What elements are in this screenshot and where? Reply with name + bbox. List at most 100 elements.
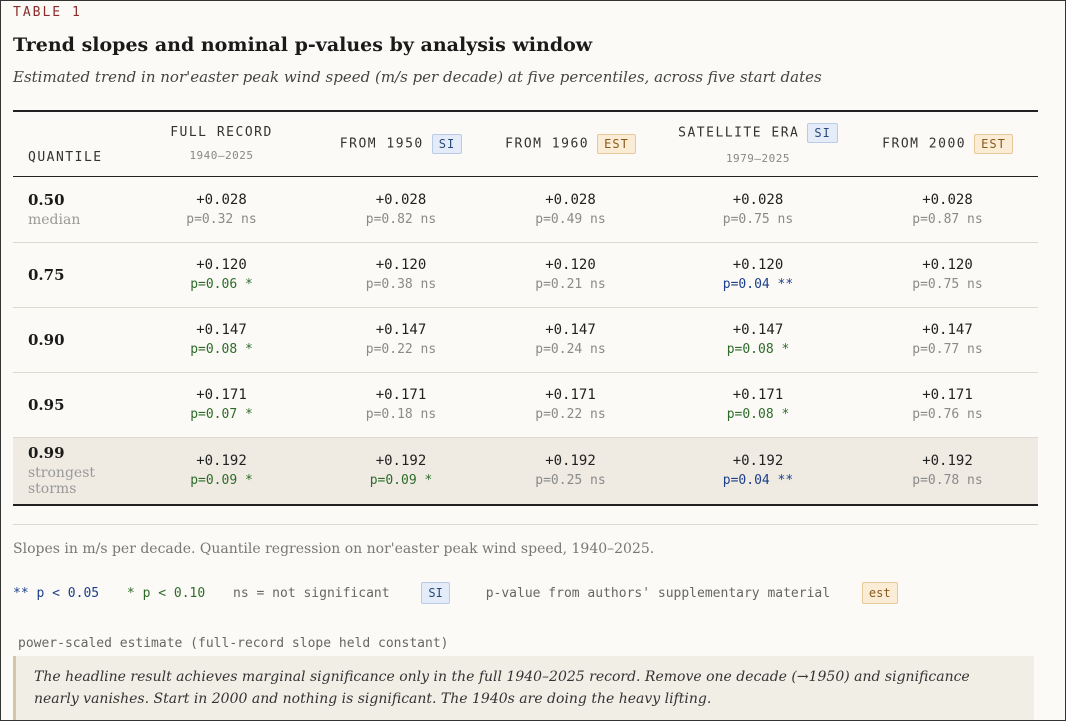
- estimate-cell: +0.192 p=0.25 ns: [482, 437, 659, 505]
- slope-value: +0.192: [196, 453, 247, 470]
- p-value: p=0.76 ns: [912, 407, 983, 422]
- estimate-cell: +0.120 p=0.06 *: [123, 242, 320, 307]
- p-value: p=0.78 ns: [912, 473, 983, 489]
- p-value: p=0.08 *: [726, 342, 790, 357]
- quantile-value: 0.75: [28, 265, 65, 284]
- legend-si-tag: SI: [421, 582, 450, 604]
- quantile-value: 0.50: [28, 190, 65, 209]
- quantile-cell: 0.50 median: [13, 176, 123, 242]
- legend-sig-strong: ** p < 0.05: [13, 586, 100, 601]
- column-label: FULL RECORD: [170, 125, 273, 141]
- column-header: FROM 1950 SI: [320, 110, 482, 177]
- p-value: p=0.06 *: [190, 277, 253, 292]
- est-tag: EST: [597, 133, 636, 154]
- estimate-cell: +0.028 p=0.87 ns: [857, 176, 1038, 242]
- legend-est-tag: est: [861, 582, 898, 604]
- quantile-note: median: [28, 211, 81, 228]
- slope-value: +0.028: [922, 191, 973, 208]
- p-value: p=0.87 ns: [912, 211, 983, 227]
- slope-value: +0.147: [375, 322, 427, 338]
- estimate-cell: +0.028 p=0.49 ns: [482, 176, 659, 242]
- est-tag: EST: [974, 133, 1013, 154]
- slope-value: +0.192: [922, 453, 973, 470]
- p-value: p=0.77 ns: [912, 342, 983, 357]
- quantile-value: 0.90: [28, 330, 65, 349]
- slope-value: +0.171: [375, 387, 427, 403]
- table-row: 0.99 strongest storms +0.192 p=0.09 * +0.192…: [13, 437, 1038, 505]
- p-value: p=0.24 ns: [535, 342, 606, 357]
- trend-table: QUANTILE FULL RECORD 1940–2025 FROM 1950 SI…: [13, 110, 1038, 506]
- si-tag: SI: [807, 122, 838, 143]
- p-value: p=0.38 ns: [365, 277, 437, 292]
- estimate-cell: +0.192 p=0.04 **: [659, 437, 857, 505]
- slope-value: +0.171: [922, 387, 973, 403]
- estimate-cell: +0.147 p=0.22 ns: [320, 307, 482, 372]
- column-label: FROM 1960: [505, 136, 590, 152]
- estimate-cell: +0.147 p=0.77 ns: [857, 307, 1038, 372]
- slope-value: +0.171: [196, 387, 247, 403]
- p-value: p=0.22 ns: [365, 342, 437, 357]
- si-tag: SI: [431, 133, 463, 154]
- p-value: p=0.25 ns: [535, 473, 606, 489]
- p-value: p=0.18 ns: [365, 407, 437, 422]
- quantile-cell: 0.90: [13, 307, 123, 372]
- slope-value: +0.028: [196, 191, 247, 208]
- table-kicker: TABLE 1: [13, 5, 82, 20]
- slope-value: +0.192: [375, 453, 427, 470]
- quantile-cell: 0.95: [13, 372, 123, 437]
- p-value: p=0.08 *: [190, 342, 253, 357]
- p-value: p=0.75 ns: [912, 277, 983, 292]
- p-value: p=0.82 ns: [365, 211, 437, 227]
- estimate-cell: +0.147 p=0.08 *: [123, 307, 320, 372]
- column-header: FULL RECORD 1940–2025: [123, 110, 320, 177]
- estimate-cell: +0.120 p=0.38 ns: [320, 242, 482, 307]
- slope-value: +0.147: [732, 322, 784, 338]
- p-value: p=0.09 *: [369, 473, 433, 489]
- p-value: p=0.09 *: [190, 473, 253, 489]
- column-label: FROM 1950: [339, 136, 424, 152]
- legend-si-desc: p-value from authors' supplementary mate…: [485, 586, 831, 601]
- p-value: p=0.49 ns: [535, 211, 606, 227]
- estimate-cell: +0.147 p=0.08 *: [659, 307, 857, 372]
- footnote: Slopes in m/s per decade. Quantile regre…: [13, 541, 655, 557]
- quantile-value: 0.95: [28, 395, 65, 414]
- estimate-cell: +0.192 p=0.78 ns: [857, 437, 1038, 505]
- estimate-cell: +0.192 p=0.09 *: [320, 437, 482, 505]
- quantile-cell: 0.75: [13, 242, 123, 307]
- column-sublabel: 1979–2025: [725, 151, 791, 165]
- estimate-cell: +0.120 p=0.21 ns: [482, 242, 659, 307]
- estimate-cell: +0.028 p=0.75 ns: [659, 176, 857, 242]
- slope-value: +0.147: [922, 322, 973, 338]
- table-row: 0.90 +0.147 p=0.08 * +0.147 p=0.22 ns +0.147 p…: [13, 307, 1038, 372]
- slope-value: +0.192: [545, 453, 596, 470]
- estimate-cell: +0.171 p=0.08 *: [659, 372, 857, 437]
- quantile-value: 0.99: [28, 444, 65, 463]
- p-value: p=0.07 *: [190, 407, 253, 422]
- column-header: FROM 1960 EST: [482, 110, 659, 177]
- table-title: Trend slopes and nominal p-values by ana…: [13, 34, 593, 56]
- estimate-cell: +0.171 p=0.07 *: [123, 372, 320, 437]
- p-value: p=0.04 **: [722, 473, 794, 489]
- estimate-cell: +0.192 p=0.09 *: [123, 437, 320, 505]
- legend-ns: ns = not significant: [233, 586, 390, 601]
- legend-sig-weak: * p < 0.10: [126, 586, 206, 601]
- estimate-cell: +0.028 p=0.32 ns: [123, 176, 320, 242]
- slope-value: +0.120: [732, 257, 784, 273]
- column-header: SATELLITE ERA SI 1979–2025: [659, 110, 857, 177]
- quantile-note: strongest storms: [28, 465, 96, 498]
- p-value: p=0.08 *: [726, 407, 790, 422]
- table-row: 0.75 +0.120 p=0.06 * +0.120 p=0.38 ns +0.120 p…: [13, 242, 1038, 307]
- slope-value: +0.120: [375, 257, 427, 273]
- legend: ** p < 0.05 * p < 0.10 ns = not signific…: [13, 569, 1038, 669]
- slope-value: +0.171: [545, 387, 596, 403]
- quantile-cell: 0.99 strongest storms: [13, 437, 123, 505]
- column-label: FROM 2000: [882, 136, 967, 152]
- estimate-cell: +0.147 p=0.24 ns: [482, 307, 659, 372]
- divider: [13, 524, 1038, 525]
- estimate-cell: +0.171 p=0.76 ns: [857, 372, 1038, 437]
- callout-note: The headline result achieves marginal si…: [13, 656, 1034, 720]
- table-subtitle: Estimated trend in nor'easter peak wind …: [13, 68, 822, 86]
- slope-value: +0.120: [922, 257, 973, 273]
- estimate-cell: +0.028 p=0.82 ns: [320, 176, 482, 242]
